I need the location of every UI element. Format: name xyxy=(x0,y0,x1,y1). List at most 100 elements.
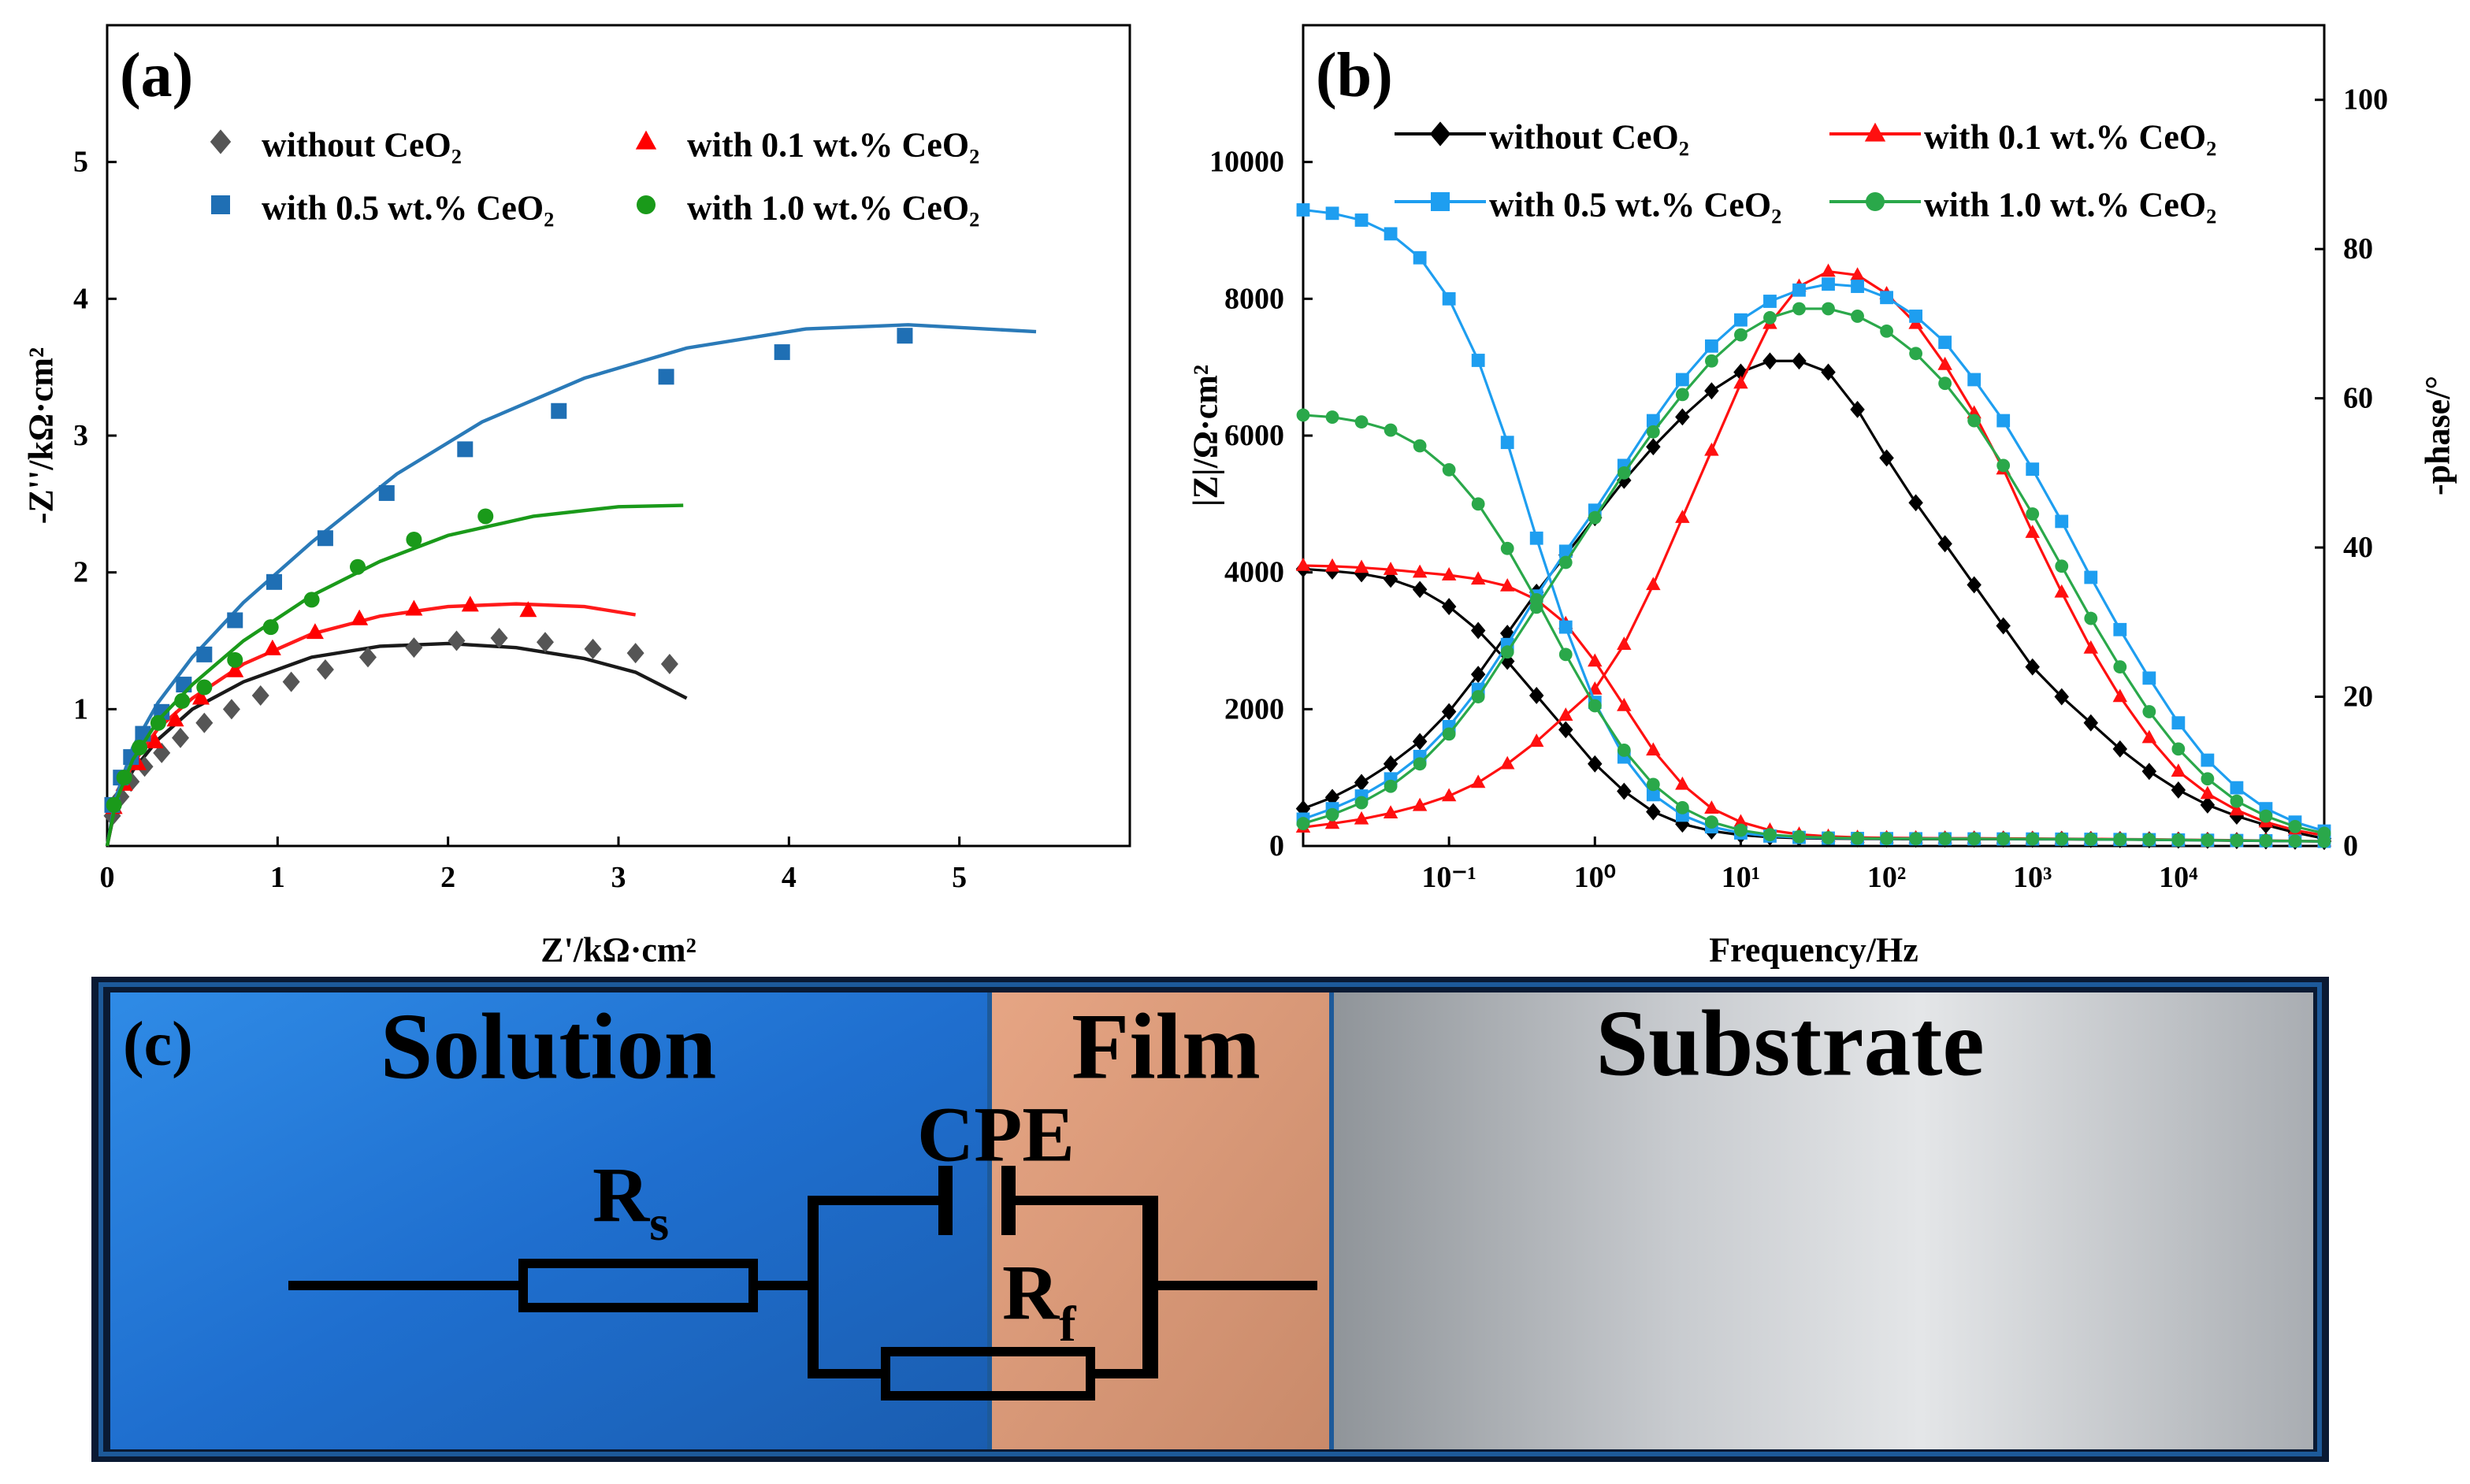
marker xyxy=(461,595,479,612)
marker xyxy=(1441,703,1457,721)
marker xyxy=(1851,310,1864,323)
legend-marker xyxy=(637,195,656,214)
marker xyxy=(1296,817,1310,830)
legend-label: with 1.0 wt.% CeO₂ xyxy=(1924,186,2216,224)
marker xyxy=(1734,328,1748,342)
marker xyxy=(1880,291,1893,305)
marker xyxy=(2025,658,2040,676)
marker xyxy=(1821,363,1836,381)
x-tick-label: 5 xyxy=(952,861,967,894)
panel-c: (c) Solution Film Substrate CPE Rs Rf xyxy=(91,977,2329,1462)
marker xyxy=(2083,714,2099,732)
marker xyxy=(2055,514,2069,529)
marker xyxy=(1558,544,1573,558)
film-region xyxy=(990,992,1332,1449)
x-tick-label: 10³ xyxy=(2013,861,2052,894)
marker xyxy=(1558,555,1573,569)
marker xyxy=(1938,832,1952,846)
fit-line xyxy=(105,641,688,847)
marker xyxy=(1734,313,1748,327)
marker xyxy=(1588,653,1603,667)
legend-marker xyxy=(1864,122,1886,142)
panel-label: (c) xyxy=(123,1010,193,1079)
marker xyxy=(1792,352,1807,370)
marker xyxy=(1646,803,1661,821)
marker xyxy=(405,637,423,659)
x-axis-title: Frequency/Hz xyxy=(1709,931,1918,970)
marker xyxy=(1646,414,1660,428)
x-tick-label: 10⁻¹ xyxy=(1421,861,1476,894)
y2-tick-label: 40 xyxy=(2343,531,2373,564)
marker xyxy=(1499,577,1515,592)
marker xyxy=(2025,525,2040,538)
marker xyxy=(2026,507,2040,521)
marker xyxy=(1646,438,1661,456)
marker xyxy=(2171,833,2186,847)
marker xyxy=(1646,788,1660,802)
marker xyxy=(519,601,537,618)
panel-border xyxy=(98,982,2322,1456)
marker xyxy=(1528,687,1544,704)
y-tick-label: 1 xyxy=(73,692,88,725)
marker xyxy=(2084,611,2098,625)
marker xyxy=(1558,707,1573,721)
marker xyxy=(350,558,366,575)
marker xyxy=(174,692,191,709)
x-tick-label: 10⁰ xyxy=(1574,861,1616,894)
y-axis-title: |Z|/Ω·cm² xyxy=(1187,365,1225,506)
marker xyxy=(2171,763,2186,777)
marker xyxy=(1442,291,1456,306)
y2-tick-label: 20 xyxy=(2343,681,2373,714)
marker xyxy=(2055,832,2069,846)
marker xyxy=(1705,815,1718,829)
series-line xyxy=(1302,307,2325,835)
marker xyxy=(2142,671,2156,685)
marker xyxy=(1792,283,1806,297)
marker xyxy=(1354,811,1369,825)
marker xyxy=(1296,408,1310,422)
marker xyxy=(1412,564,1428,578)
circuit xyxy=(288,1166,1317,1401)
marker xyxy=(1412,797,1428,811)
marker xyxy=(658,369,674,385)
marker xyxy=(2230,833,2244,848)
legend-label: with 0.1 wt.% CeO₂ xyxy=(687,126,979,165)
x-axis-title: Z'/kΩ·cm² xyxy=(540,931,696,970)
series-line xyxy=(1302,269,2325,837)
marker xyxy=(1617,466,1631,480)
marker xyxy=(2288,819,2302,833)
marker xyxy=(226,661,244,677)
marker xyxy=(1324,815,1340,829)
marker xyxy=(378,484,395,501)
marker xyxy=(1413,250,1427,265)
marker xyxy=(1822,302,1835,316)
marker xyxy=(1383,562,1398,575)
component-label: CPE xyxy=(917,1091,1075,1178)
marker xyxy=(1967,414,1982,428)
marker xyxy=(166,710,184,727)
marker xyxy=(1850,267,1865,281)
marker xyxy=(1558,620,1573,634)
marker xyxy=(1441,788,1457,802)
x-tick-label: 2 xyxy=(440,861,455,894)
marker xyxy=(2112,740,2128,758)
marker xyxy=(1967,576,1982,594)
marker xyxy=(1558,721,1573,739)
y-tick-label: 2 xyxy=(73,556,88,589)
marker xyxy=(1296,203,1310,217)
marker xyxy=(106,796,122,813)
marker xyxy=(2201,753,2215,767)
marker xyxy=(1500,645,1514,659)
marker xyxy=(1471,497,1485,511)
marker xyxy=(1704,800,1719,814)
marker xyxy=(584,638,602,659)
series-line xyxy=(1302,567,2325,843)
marker xyxy=(2054,584,2069,598)
marker xyxy=(1500,436,1514,450)
y-tick-label: 2000 xyxy=(1224,692,1284,725)
marker xyxy=(1733,375,1748,389)
marker xyxy=(146,733,164,749)
legend-marker xyxy=(210,129,232,154)
legend-label: with 0.5 wt.% CeO₂ xyxy=(262,189,554,228)
